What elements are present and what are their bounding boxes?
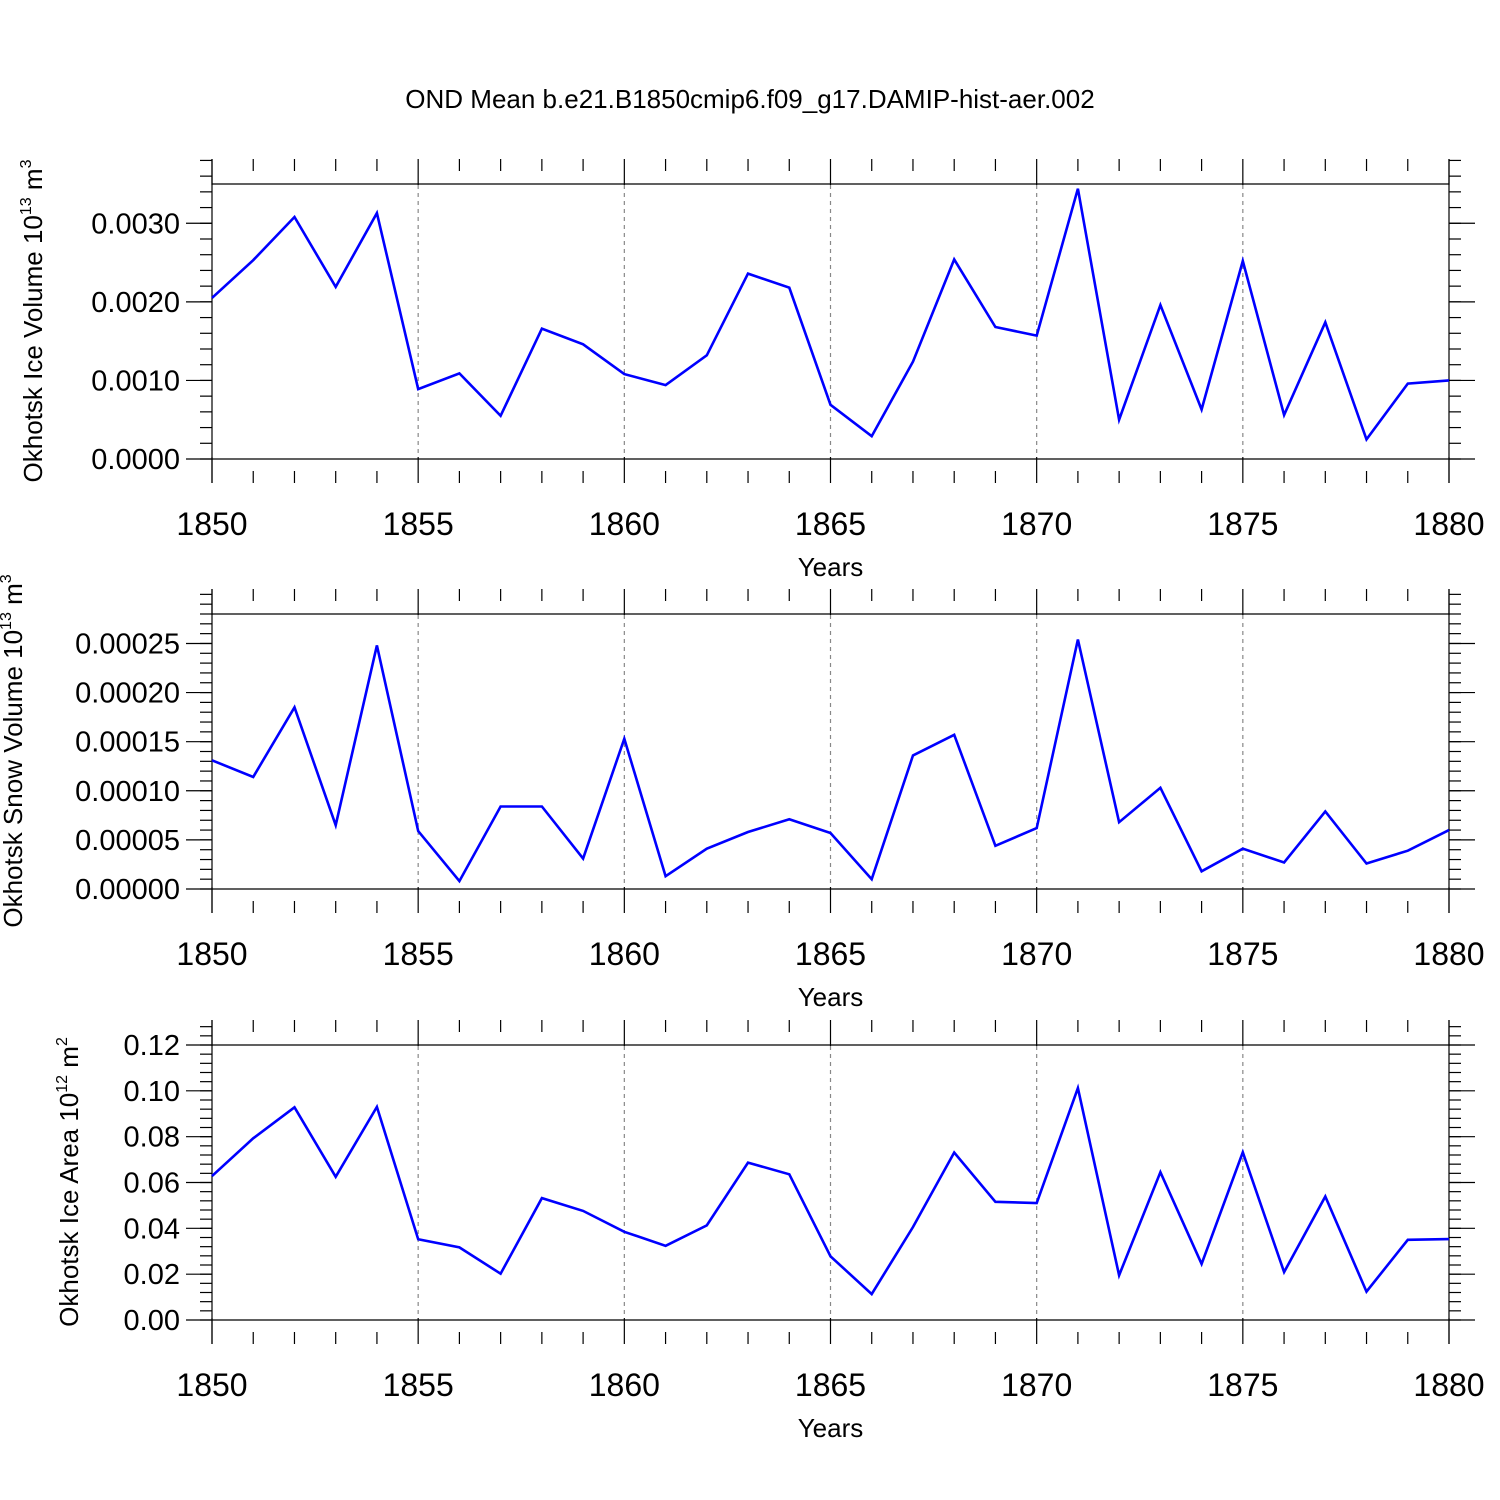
y-tick-label: 0.0010 bbox=[91, 365, 180, 397]
y-tick-label: 0.00015 bbox=[75, 727, 180, 759]
y-tick-label: 0.04 bbox=[124, 1213, 180, 1245]
x-tick-label: 1880 bbox=[1413, 936, 1484, 972]
y-axis-label-exponent: 12 bbox=[54, 1075, 71, 1093]
panels: 0.0000 0.0010 0.0020 0.0030 1850 1855 1860 1865… bbox=[0, 159, 1485, 1443]
y-axis-label-unit: m bbox=[18, 168, 48, 197]
x-tick-label: 1860 bbox=[589, 936, 660, 972]
x-tick-label: 1880 bbox=[1413, 1367, 1484, 1403]
y-tick-label: 0.0030 bbox=[91, 208, 180, 240]
y-tick-label: 0.12 bbox=[124, 1030, 180, 1062]
y-tick-label: 0.0020 bbox=[91, 287, 180, 319]
y-axis-label: Okhotsk Ice Area 1012 m2 bbox=[54, 1037, 84, 1327]
x-tick-label: 1875 bbox=[1207, 506, 1278, 542]
x-tick-label: 1870 bbox=[1001, 936, 1072, 972]
y-axis-label-exponent: 13 bbox=[0, 612, 15, 630]
y-axis-label-unit: m bbox=[0, 583, 28, 612]
x-axis-label: Years bbox=[798, 552, 864, 582]
series-line bbox=[211, 188, 1450, 443]
series-line bbox=[211, 1083, 1450, 1297]
x-tick-label: 1875 bbox=[1207, 936, 1278, 972]
x-tick-label: 1865 bbox=[795, 936, 866, 972]
x-tick-label: 1860 bbox=[589, 1367, 660, 1403]
y-axis-label-text: Okhotsk Ice Area 10 bbox=[54, 1093, 84, 1327]
x-tick-label: 1870 bbox=[1001, 506, 1072, 542]
chart-title: OND Mean b.e21.B1850cmip6.f09_g17.DAMIP-… bbox=[405, 84, 1094, 114]
x-tick-label: 1850 bbox=[176, 936, 247, 972]
x-tick-label: 1855 bbox=[383, 1367, 454, 1403]
y-tick-label: 0.02 bbox=[124, 1259, 180, 1291]
x-tick-label: 1865 bbox=[795, 1367, 866, 1403]
y-tick-label: 0.10 bbox=[124, 1076, 180, 1108]
series-line bbox=[211, 639, 1450, 884]
x-tick-label: 1860 bbox=[589, 506, 660, 542]
x-tick-label: 1880 bbox=[1413, 506, 1484, 542]
x-tick-label: 1850 bbox=[176, 506, 247, 542]
y-axis-label-unit-exponent: 3 bbox=[18, 159, 35, 168]
y-tick-label: 0.00025 bbox=[75, 628, 180, 660]
y-tick-label: 0.08 bbox=[124, 1122, 180, 1154]
x-tick-label: 1850 bbox=[176, 1367, 247, 1403]
y-tick-label: 0.00020 bbox=[75, 678, 180, 710]
y-tick-label: 0.00010 bbox=[75, 776, 180, 808]
x-tick-label: 1865 bbox=[795, 506, 866, 542]
y-axis-label-unit-exponent: 3 bbox=[0, 574, 15, 583]
y-axis-label-unit-exponent: 2 bbox=[54, 1037, 71, 1046]
x-tick-label: 1855 bbox=[383, 936, 454, 972]
y-axis-label: Okhotsk Snow Volume 1013 m3 bbox=[0, 574, 28, 927]
x-tick-label: 1870 bbox=[1001, 1367, 1072, 1403]
y-tick-label: 0.0000 bbox=[91, 444, 180, 476]
y-axis-label: Okhotsk Ice Volume 1013 m3 bbox=[18, 159, 48, 482]
y-axis-label-text: Okhotsk Ice Volume 10 bbox=[18, 215, 48, 482]
x-axis-label: Years bbox=[798, 982, 864, 1012]
y-axis-label-unit: m bbox=[54, 1046, 84, 1075]
y-tick-label: 0.00005 bbox=[75, 825, 180, 857]
panel-1: 0.0000 0.0010 0.0020 0.0030 1850 1855 1860 1865… bbox=[18, 159, 1485, 582]
x-axis-label: Years bbox=[798, 1413, 864, 1443]
panel-3: 0.00 0.02 0.04 0.06 0.08 0.10 0.12 1850 1855 1860… bbox=[54, 1020, 1485, 1443]
y-tick-label: 0.06 bbox=[124, 1168, 180, 1200]
panel-2: 0.00000 0.00005 0.00010 0.00015 0.00020 0.000… bbox=[0, 574, 1485, 1012]
x-tick-label: 1855 bbox=[383, 506, 454, 542]
x-tick-label: 1875 bbox=[1207, 1367, 1278, 1403]
y-tick-label: 0.00 bbox=[124, 1305, 180, 1337]
y-axis-label-exponent: 13 bbox=[18, 197, 35, 215]
y-tick-label: 0.00000 bbox=[75, 874, 180, 906]
y-axis-label-text: Okhotsk Snow Volume 10 bbox=[0, 630, 28, 928]
